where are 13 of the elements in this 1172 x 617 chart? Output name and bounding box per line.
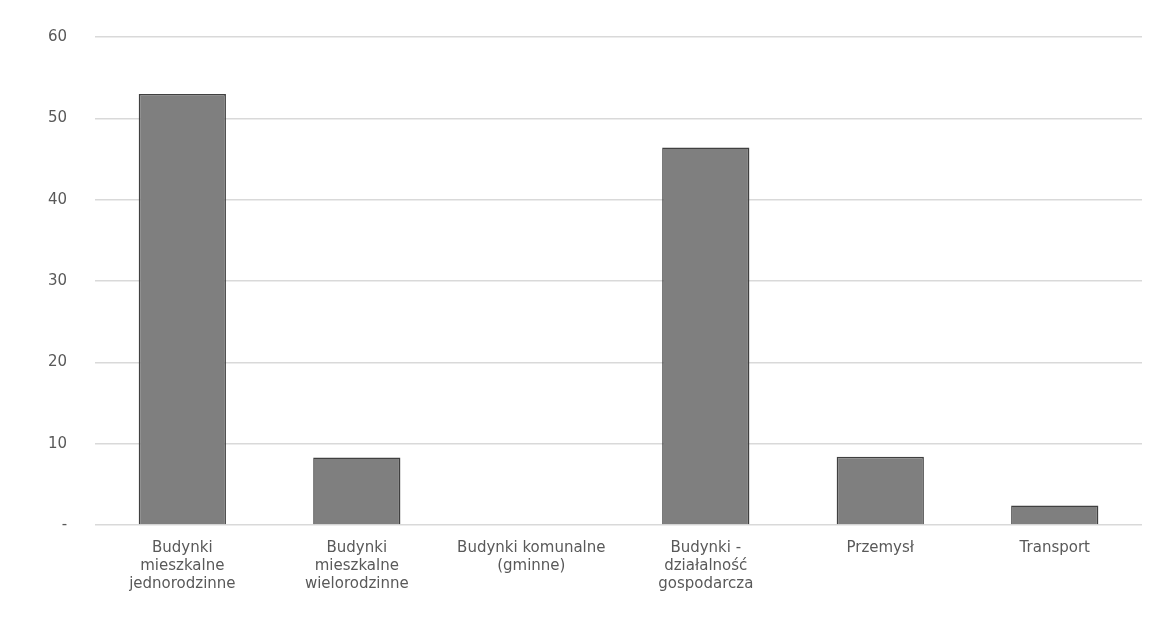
- x-tick-label: Budynki - działalność gospodarcza: [658, 537, 754, 592]
- x-tick-label: Budynki mieszkalne jednorodzinne: [128, 537, 236, 592]
- x-tick-label: Budynki mieszkalne wielorodzinne: [304, 537, 409, 592]
- x-tick-label: Przemysł: [846, 537, 915, 556]
- y-tick-label: 20: [47, 352, 68, 371]
- y-tick-label: 50: [47, 108, 68, 127]
- x-tick-label: Budynki komunalne (gminne): [457, 537, 606, 574]
- y-tick-label: 40: [47, 189, 68, 208]
- y-tick-label: 60: [47, 26, 68, 45]
- y-tick-label: 10: [47, 433, 68, 452]
- y-tick-label: 30: [47, 270, 68, 289]
- x-tick-label: Transport: [1018, 537, 1091, 556]
- y-tick-label: -: [61, 514, 68, 533]
